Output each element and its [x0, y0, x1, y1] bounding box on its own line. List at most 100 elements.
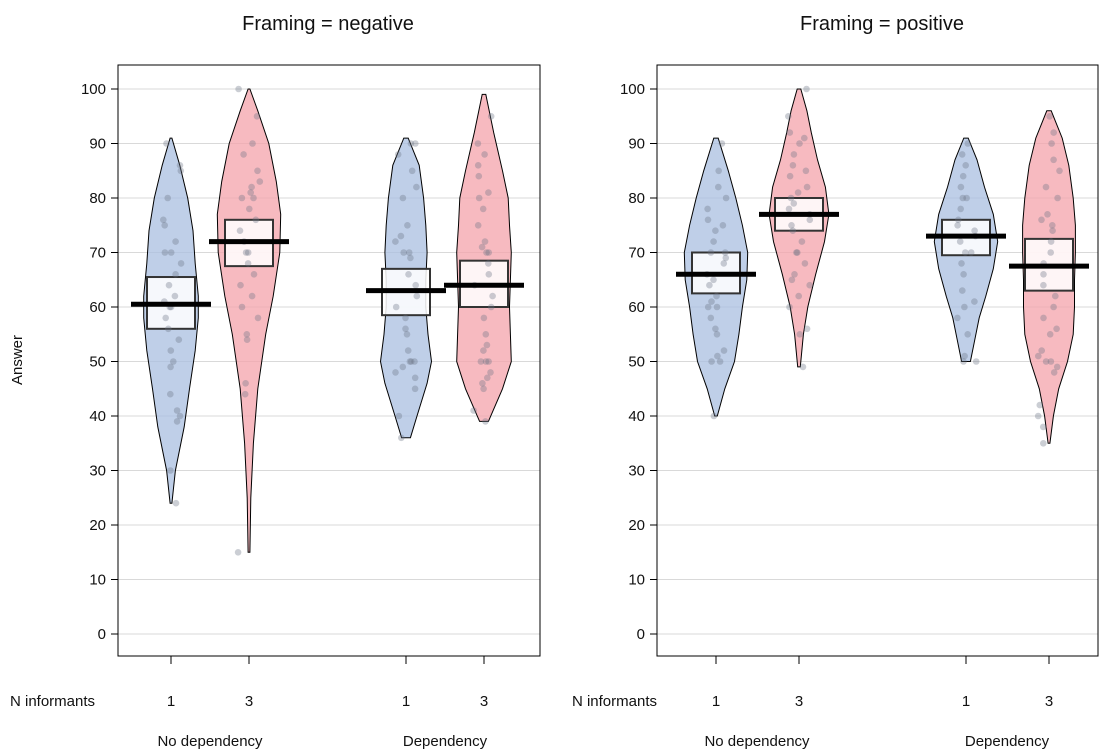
data-point: [1049, 222, 1056, 229]
data-point: [1042, 358, 1050, 365]
data-point: [716, 358, 724, 365]
data-point: [243, 336, 251, 344]
data-point: [962, 162, 969, 169]
data-point: [789, 162, 797, 169]
y-tick-label: 100: [620, 81, 645, 98]
x-tick-label: 1: [167, 693, 175, 710]
data-point: [407, 254, 414, 262]
data-point: [720, 347, 728, 354]
data-point: [787, 194, 795, 202]
data-point: [786, 129, 794, 136]
data-point: [485, 271, 493, 278]
plot-frame: [656, 64, 1099, 657]
data-point: [706, 281, 713, 289]
data-point: [407, 358, 415, 365]
data-point: [408, 167, 416, 175]
data-point: [1053, 363, 1061, 371]
data-point: [802, 167, 810, 175]
data-point: [1036, 401, 1044, 409]
data-point: [161, 249, 169, 256]
data-point: [1053, 325, 1060, 333]
data-point: [480, 314, 488, 322]
data-point: [803, 85, 810, 93]
data-point: [165, 325, 172, 333]
data-point: [479, 205, 487, 213]
data-point: [487, 303, 495, 311]
data-point: [474, 222, 482, 229]
y-tick-label: 70: [628, 245, 645, 262]
data-point: [1046, 113, 1053, 120]
data-point: [971, 227, 978, 234]
data-point: [235, 85, 242, 93]
data-point: [1048, 140, 1055, 147]
data-point: [252, 216, 260, 224]
data-point: [400, 249, 408, 256]
data-point: [1047, 249, 1054, 256]
data-point: [794, 189, 802, 196]
data-point: [1044, 211, 1051, 218]
group-label: No dependency: [704, 733, 810, 750]
data-point: [242, 249, 250, 256]
data-point: [399, 194, 407, 202]
data-point: [960, 358, 967, 365]
data-point: [248, 292, 256, 300]
data-point: [806, 281, 813, 289]
data-point: [392, 238, 399, 245]
data-point: [398, 434, 405, 442]
x-tick-label: 1: [402, 693, 410, 710]
data-point: [963, 194, 970, 202]
data-point: [412, 281, 420, 289]
data-point: [474, 162, 482, 169]
data-point: [173, 407, 181, 414]
data-point: [470, 407, 477, 414]
data-point: [1049, 227, 1056, 234]
data-point: [406, 358, 414, 365]
data-point: [246, 205, 253, 213]
data-point: [483, 249, 490, 256]
data-point: [789, 227, 797, 234]
data-point: [162, 314, 169, 322]
data-point: [403, 331, 411, 338]
data-point: [475, 194, 483, 202]
y-axis-label: Answer: [9, 335, 26, 385]
data-point: [803, 183, 811, 191]
data-point: [485, 249, 493, 256]
data-point: [412, 140, 419, 147]
data-point: [707, 249, 715, 256]
group-label: Dependency: [403, 733, 488, 750]
data-point: [161, 222, 168, 229]
data-point: [405, 271, 412, 278]
data-point: [481, 151, 488, 158]
data-point: [964, 331, 971, 338]
data-point: [397, 232, 405, 240]
data-point: [1039, 423, 1047, 431]
data-point: [788, 276, 796, 284]
data-point: [163, 140, 170, 147]
data-point: [1050, 303, 1057, 311]
data-point: [395, 412, 403, 420]
data-point: [481, 238, 489, 245]
data-point: [1050, 156, 1057, 164]
data-point: [482, 331, 490, 338]
panel-framing-positive: 0 10 20 30 40 50 60 70 80 90 100 No dependency 1 3 Dep…: [572, 13, 1099, 750]
y-tick-label: 80: [89, 190, 106, 207]
panel-framing-negative: 0 10 20 30 40 50 60 70 80 90 100 No dependency 1 3 Dep…: [10, 13, 541, 750]
data-point: [1047, 238, 1055, 245]
y-tick-label: 20: [628, 517, 645, 534]
data-point: [405, 249, 413, 256]
data-point: [959, 287, 966, 294]
data-point: [392, 303, 400, 311]
y-tick-label: 30: [89, 463, 106, 480]
data-point: [254, 167, 261, 175]
data-point: [715, 183, 722, 191]
data-point: [806, 216, 814, 224]
data-point: [241, 390, 249, 398]
data-point: [799, 363, 807, 371]
data-point: [1040, 281, 1047, 289]
x-tick-label: 3: [795, 693, 803, 710]
data-point: [485, 358, 492, 365]
data-point: [1038, 216, 1045, 224]
x-tick-label: 3: [1045, 693, 1053, 710]
data-point: [484, 374, 491, 382]
